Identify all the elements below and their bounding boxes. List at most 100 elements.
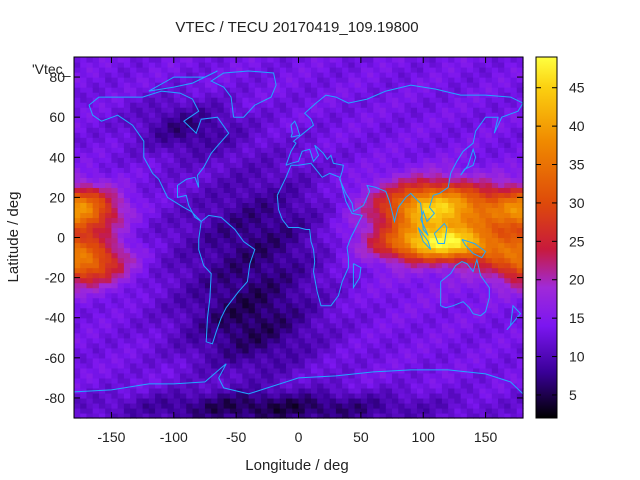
heatmap-cell	[136, 367, 144, 374]
heatmap-cell	[123, 212, 131, 219]
heatmap-cell	[286, 202, 293, 209]
heatmap-cell	[373, 172, 381, 178]
heatmap-cell	[429, 282, 437, 289]
heatmap-cell	[460, 312, 468, 319]
heatmap-cell	[310, 227, 318, 234]
heatmap-cell	[367, 392, 374, 399]
heatmap-cell	[304, 277, 312, 284]
heatmap-cell	[310, 347, 318, 354]
heatmap-cell	[142, 292, 150, 299]
heatmap-cell	[80, 237, 88, 244]
heatmap-cell	[342, 287, 349, 294]
heatmap-cell	[123, 387, 131, 394]
heatmap-cell	[292, 362, 300, 369]
heatmap-cell	[416, 217, 424, 224]
heatmap-cell	[335, 187, 343, 193]
heatmap-cell	[86, 192, 94, 198]
heatmap-cell	[485, 77, 493, 83]
heatmap-cell	[379, 137, 387, 143]
heatmap-cell	[317, 77, 325, 83]
heatmap-cell	[130, 177, 137, 183]
heatmap-cell	[348, 107, 356, 113]
heatmap-cell	[416, 182, 424, 188]
heatmap-cell	[180, 252, 187, 259]
heatmap-cell	[173, 372, 181, 379]
heatmap-cell	[429, 162, 437, 168]
heatmap-cell	[130, 362, 137, 369]
heatmap-cell	[491, 97, 499, 103]
heatmap-cell	[410, 282, 418, 289]
heatmap-cell	[335, 57, 343, 63]
heatmap-cell	[254, 72, 262, 78]
heatmap-cell	[273, 322, 281, 329]
heatmap-cell	[354, 177, 362, 183]
heatmap-cell	[435, 247, 443, 254]
heatmap-cell	[111, 77, 119, 83]
heatmap-cell	[329, 182, 337, 188]
heatmap-cell	[491, 197, 499, 203]
heatmap-cell	[498, 217, 505, 224]
heatmap-cell	[479, 402, 487, 409]
heatmap-cell	[435, 132, 443, 138]
heatmap-cell	[286, 382, 293, 389]
heatmap-cell	[111, 92, 119, 98]
heatmap-cell	[317, 387, 325, 394]
heatmap-cell	[479, 197, 487, 203]
heatmap-cell	[211, 342, 219, 349]
heatmap-cell	[142, 352, 150, 359]
heatmap-cell	[298, 187, 306, 193]
heatmap-cell	[348, 62, 356, 68]
heatmap-cell	[236, 97, 243, 103]
heatmap-cell	[342, 257, 349, 264]
heatmap-cell	[142, 97, 150, 103]
heatmap-cell	[229, 292, 237, 299]
heatmap-cell	[329, 162, 337, 168]
heatmap-cell	[466, 212, 474, 219]
heatmap-cell	[498, 227, 505, 234]
heatmap-cell	[504, 342, 512, 349]
heatmap-cell	[504, 292, 512, 299]
heatmap-cell	[304, 287, 312, 294]
heatmap-cell	[385, 317, 393, 324]
heatmap-cell	[323, 207, 331, 214]
heatmap-cell	[186, 272, 194, 279]
heatmap-cell	[254, 102, 262, 108]
heatmap-cell	[466, 167, 474, 173]
heatmap-cell	[217, 147, 225, 153]
heatmap-cell	[392, 87, 399, 93]
heatmap-cell	[80, 397, 88, 404]
heatmap-cell	[198, 252, 206, 259]
heatmap-cell	[298, 97, 306, 103]
heatmap-cell	[242, 342, 250, 349]
heatmap-cell	[304, 77, 312, 83]
heatmap-cell	[435, 367, 443, 374]
heatmap-cell	[98, 202, 106, 209]
heatmap-cell	[404, 377, 412, 384]
heatmap-cell	[298, 307, 306, 314]
heatmap-cell	[292, 407, 300, 414]
heatmap-cell	[279, 102, 287, 108]
heatmap-cell	[473, 57, 480, 63]
heatmap-cell	[236, 362, 243, 369]
heatmap-cell	[310, 92, 318, 98]
heatmap-cell	[429, 267, 437, 274]
heatmap-cell	[454, 302, 462, 309]
heatmap-cell	[136, 142, 144, 148]
heatmap-cell	[423, 257, 431, 264]
heatmap-cell	[180, 392, 187, 399]
heatmap-cell	[173, 107, 181, 113]
heatmap-cell	[448, 107, 456, 113]
heatmap-cell	[142, 102, 150, 108]
heatmap-cell	[130, 237, 137, 244]
heatmap-cell	[310, 197, 318, 203]
heatmap-cell	[198, 207, 206, 214]
heatmap-cell	[105, 297, 113, 304]
heatmap-cell	[373, 107, 381, 113]
heatmap-cell	[416, 237, 424, 244]
heatmap-cell	[261, 377, 268, 384]
heatmap-cell	[136, 282, 144, 289]
heatmap-cell	[292, 92, 300, 98]
heatmap-cell	[273, 332, 281, 339]
heatmap-cell	[155, 232, 162, 239]
heatmap-cell	[292, 287, 300, 294]
